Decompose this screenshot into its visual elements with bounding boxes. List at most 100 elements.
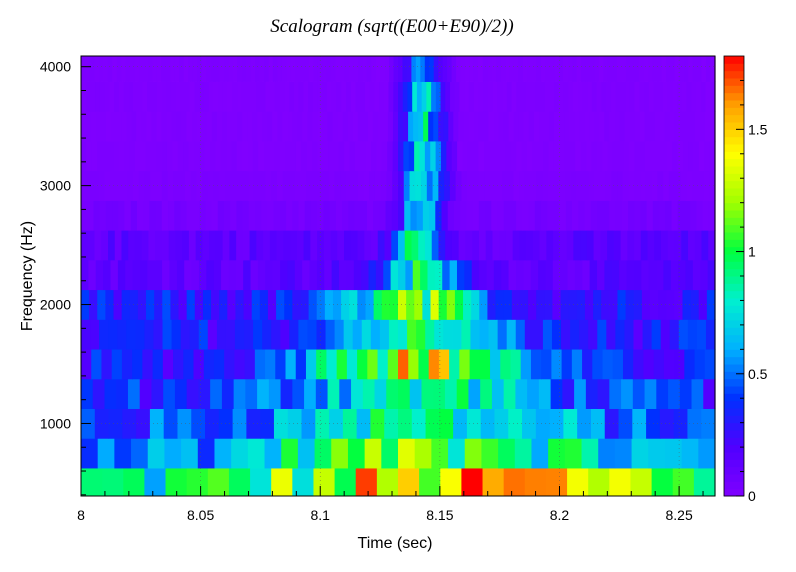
heatmap-cell (252, 111, 258, 142)
heatmap-cell (648, 259, 657, 291)
colorbar-segment (724, 371, 744, 380)
heatmap-cell (511, 289, 521, 320)
heatmap-cell (136, 200, 144, 231)
heatmap-cell (114, 230, 123, 261)
heatmap-cell (184, 259, 193, 291)
heatmap-cell (259, 289, 269, 320)
heatmap-cell (416, 81, 423, 112)
heatmap-cell (553, 230, 561, 261)
heatmap-cell (213, 259, 222, 291)
heatmap-cell (547, 170, 555, 201)
heatmap-cell (194, 81, 200, 112)
heatmap-cell (440, 468, 462, 497)
heatmap-cell (701, 408, 716, 439)
heatmap-cell (302, 259, 311, 291)
heatmap-cell (287, 408, 303, 439)
heatmap-cell (328, 170, 336, 201)
heatmap-cell (515, 259, 524, 291)
heatmap-cell (530, 349, 542, 380)
heatmap-cell (668, 378, 681, 409)
heatmap-cell (295, 141, 302, 172)
heatmap-cell (141, 230, 150, 261)
heatmap-cell (651, 170, 658, 201)
heatmap-cell (232, 408, 247, 439)
heatmap-cell (688, 230, 696, 261)
heatmap-cell (451, 56, 457, 82)
heatmap-cell (403, 170, 411, 201)
heatmap-cell (655, 141, 662, 172)
heatmap-cell (565, 200, 573, 231)
heatmap-cell (445, 230, 453, 261)
heatmap-cell (656, 56, 663, 82)
heatmap-cell (271, 170, 278, 201)
heatmap-cell (387, 141, 394, 172)
heatmap-cell (183, 349, 195, 380)
heatmap-cell (375, 259, 384, 291)
colorbar-segment (724, 393, 744, 402)
heatmap-cell (146, 111, 153, 142)
heatmap-cell (331, 438, 349, 469)
heatmap-cell (369, 170, 376, 201)
heatmap-cell (117, 259, 126, 291)
heatmap-cell (553, 170, 560, 201)
heatmap-cell (481, 438, 499, 469)
heatmap-cell (248, 170, 255, 201)
heatmap-cell (290, 141, 297, 172)
colorbar-tick-label: 0 (748, 488, 756, 504)
heatmap-cell (152, 349, 164, 380)
heatmap-cell (416, 200, 424, 231)
heatmap-cell (558, 56, 564, 82)
heatmap-cell (625, 81, 631, 112)
heatmap-cell (528, 200, 536, 231)
heatmap-cell (346, 349, 358, 380)
heatmap-cell (162, 289, 172, 320)
heatmap-cell (650, 141, 657, 172)
heatmap-cell (498, 438, 516, 469)
heatmap-cell (86, 141, 93, 172)
heatmap-cell (480, 378, 493, 409)
heatmap-cell (569, 111, 575, 142)
heatmap-cell (121, 111, 127, 142)
heatmap-cell (149, 200, 157, 231)
heatmap-cell (559, 170, 566, 201)
heatmap-cell (444, 170, 451, 201)
heatmap-cell (574, 259, 583, 291)
heatmap-cell (204, 81, 210, 112)
heatmap-cell (126, 111, 132, 142)
heatmap-cell (550, 378, 563, 409)
heatmap-cell (607, 141, 614, 172)
heatmap-cell (360, 81, 366, 112)
heatmap-cell (692, 259, 701, 291)
heatmap-cell (126, 319, 136, 350)
heatmap-cell (524, 468, 547, 497)
heatmap-cell (367, 111, 374, 142)
heatmap-cell (640, 230, 649, 261)
heatmap-cell (81, 141, 87, 172)
heatmap-cell (684, 349, 696, 380)
heatmap-cell (339, 378, 352, 409)
heatmap-cell (639, 81, 645, 112)
x-tick-label: 8.15 (426, 507, 453, 523)
heatmap-cell (381, 438, 399, 469)
heatmap-cell (295, 56, 301, 82)
heatmap-cell (295, 349, 307, 380)
heatmap-cell (116, 56, 122, 82)
heatmap-cell (467, 141, 474, 172)
heatmap-cell (648, 438, 666, 469)
heatmap-cell (191, 111, 198, 142)
heatmap-cell (231, 111, 238, 142)
heatmap-cell (268, 378, 282, 409)
heatmap-cell (287, 111, 293, 142)
heatmap-cell (341, 81, 347, 112)
heatmap-cell (142, 349, 154, 380)
heatmap-cell (599, 111, 605, 142)
heatmap-cell (404, 200, 412, 231)
heatmap-cell (197, 56, 203, 82)
heatmap-cell (594, 56, 600, 82)
heatmap-cell (250, 259, 259, 291)
heatmap-cell (515, 319, 526, 350)
heatmap-cell (258, 141, 265, 172)
heatmap-cell (380, 56, 386, 82)
heatmap-cell (124, 200, 132, 231)
